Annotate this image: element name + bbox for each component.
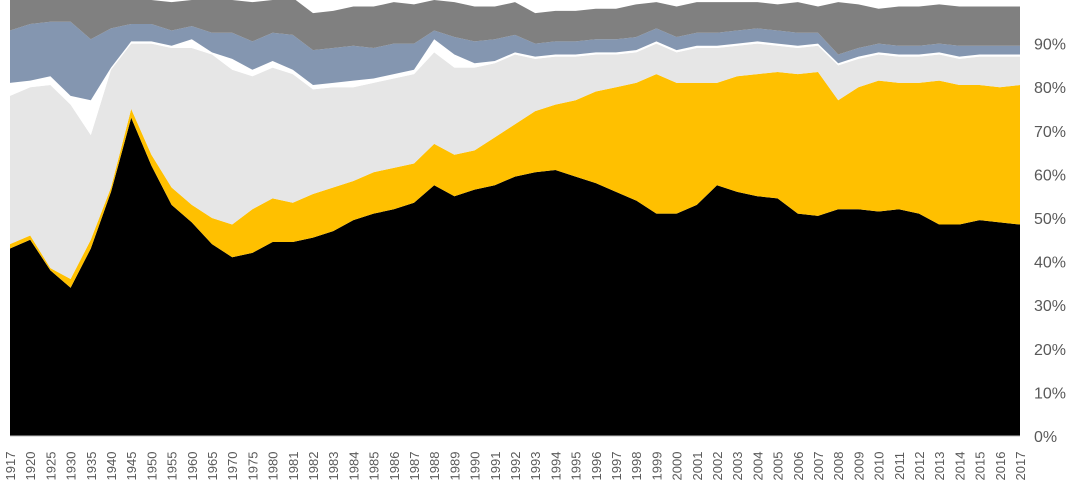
area-series-2 xyxy=(10,71,1020,288)
x-tick-label: 1987 xyxy=(407,452,422,481)
x-tick-label: 1970 xyxy=(225,452,240,481)
x-axis-tick-labels: 1917 1920 1925 1930 1935 1940 1945 1950 1955 1960… xyxy=(3,452,1028,481)
x-tick-label: 1981 xyxy=(286,452,301,481)
x-tick-label: 1920 xyxy=(23,452,38,481)
x-tick-label: 2007 xyxy=(811,452,826,481)
x-tick-label: 1965 xyxy=(205,452,220,481)
x-tick-label: 1993 xyxy=(528,452,543,481)
x-tick-label: 1982 xyxy=(306,452,321,481)
y-tick-label: 80% xyxy=(1034,80,1066,97)
x-tick-label: 1935 xyxy=(84,452,99,481)
x-tick-label: 1989 xyxy=(447,452,462,481)
x-tick-label: 2004 xyxy=(750,452,765,481)
x-tick-label: 2001 xyxy=(690,452,705,481)
x-tick-label: 2015 xyxy=(973,452,988,481)
x-tick-label: 2014 xyxy=(952,452,967,481)
x-tick-label: 2010 xyxy=(872,452,887,481)
x-tick-label: 1980 xyxy=(266,452,281,481)
x-tick-label: 2002 xyxy=(710,452,725,481)
y-tick-label: 60% xyxy=(1034,167,1066,184)
x-tick-label: 2009 xyxy=(851,452,866,481)
x-tick-label: 1999 xyxy=(649,452,664,481)
x-tick-label: 1992 xyxy=(508,452,523,481)
x-tick-label: 2016 xyxy=(993,452,1008,481)
area-layers xyxy=(10,0,1020,436)
y-tick-label: 70% xyxy=(1034,124,1066,141)
x-tick-label: 2003 xyxy=(730,452,745,481)
x-tick-label: 1955 xyxy=(165,452,180,481)
area-series-1 xyxy=(10,117,1020,436)
x-tick-label: 1986 xyxy=(387,452,402,481)
x-tick-label: 1950 xyxy=(144,452,159,481)
x-tick-label: 1960 xyxy=(185,452,200,481)
x-tick-label: 1994 xyxy=(548,452,563,481)
x-tick-label: 2017 xyxy=(1013,452,1028,481)
x-tick-label: 1975 xyxy=(245,452,260,481)
x-tick-label: 1985 xyxy=(367,452,382,481)
area-series-5 xyxy=(10,21,1020,101)
x-tick-label: 1997 xyxy=(609,452,624,481)
x-tick-label: 1983 xyxy=(326,452,341,481)
x-tick-label: 1925 xyxy=(43,452,58,481)
x-tick-label: 1930 xyxy=(64,452,79,481)
y-tick-label: 0% xyxy=(1034,429,1057,446)
y-tick-label: 20% xyxy=(1034,342,1066,359)
y-tick-label: 30% xyxy=(1034,298,1066,315)
x-tick-label: 1984 xyxy=(346,452,361,481)
x-tick-label: 1917 xyxy=(3,452,18,481)
x-tick-label: 1996 xyxy=(589,452,604,481)
x-tick-label: 1998 xyxy=(629,452,644,481)
y-tick-label: 40% xyxy=(1034,255,1066,272)
y-tick-label: 90% xyxy=(1034,37,1066,54)
x-tick-label: 1988 xyxy=(427,452,442,481)
x-tick-label: 2006 xyxy=(791,452,806,481)
x-tick-label: 1990 xyxy=(468,452,483,481)
x-tick-label: 1995 xyxy=(569,452,584,481)
y-axis-tick-labels: 0% 10% 20% 30% 40% 50% 60% 70% 80% 90% xyxy=(1034,37,1066,446)
x-tick-label: 2011 xyxy=(892,452,907,480)
x-tick-label: 1945 xyxy=(124,452,139,481)
y-tick-label: 10% xyxy=(1034,385,1066,402)
area-series-6 xyxy=(10,0,1020,55)
x-tick-label: 2012 xyxy=(912,452,927,481)
x-tick-label: 2008 xyxy=(831,452,846,481)
x-tick-label: 2005 xyxy=(771,452,786,481)
x-tick-label: 1940 xyxy=(104,452,119,481)
area-series-3 xyxy=(10,43,1020,280)
x-tick-label: 2000 xyxy=(670,452,685,481)
x-tick-label: 1991 xyxy=(488,452,503,481)
y-tick-label: 50% xyxy=(1034,211,1066,228)
x-tick-label: 2013 xyxy=(932,452,947,481)
